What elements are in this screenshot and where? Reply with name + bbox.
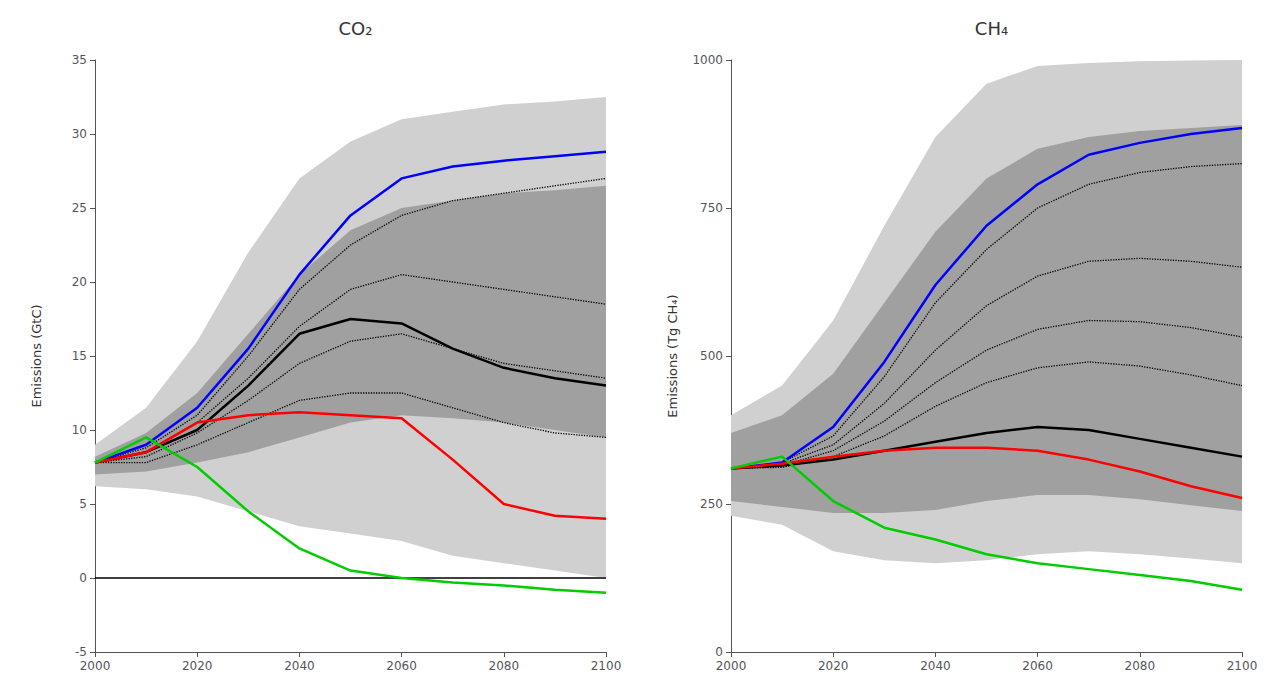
svg-text:500: 500	[700, 349, 723, 363]
svg-text:2080: 2080	[489, 659, 520, 673]
svg-text:2060: 2060	[386, 659, 417, 673]
svg-text:2060: 2060	[1022, 659, 1053, 673]
svg-text:2080: 2080	[1125, 659, 1156, 673]
svg-text:1000: 1000	[692, 53, 723, 67]
svg-text:2040: 2040	[920, 659, 951, 673]
svg-text:20: 20	[72, 275, 87, 289]
svg-text:Emissions (GtC): Emissions (GtC)	[29, 304, 44, 407]
svg-text:250: 250	[700, 497, 723, 511]
svg-text:2040: 2040	[284, 659, 315, 673]
svg-text:2100: 2100	[591, 659, 622, 673]
svg-text:2020: 2020	[818, 659, 849, 673]
svg-text:2100: 2100	[1227, 659, 1258, 673]
svg-text:15: 15	[72, 349, 87, 363]
svg-text:30: 30	[72, 127, 87, 141]
svg-text:CH₄: CH₄	[975, 18, 1008, 39]
svg-text:750: 750	[700, 201, 723, 215]
svg-text:35: 35	[72, 53, 87, 67]
svg-text:0: 0	[79, 571, 87, 585]
svg-text:10: 10	[72, 423, 87, 437]
svg-text:5: 5	[79, 497, 87, 511]
svg-text:Emissions (Tg CH₄): Emissions (Tg CH₄)	[665, 294, 680, 417]
svg-text:2000: 2000	[80, 659, 111, 673]
svg-text:0: 0	[715, 645, 723, 659]
svg-text:2000: 2000	[716, 659, 747, 673]
svg-text:2020: 2020	[182, 659, 213, 673]
svg-text:25: 25	[72, 201, 87, 215]
svg-text:-5: -5	[75, 645, 87, 659]
svg-text:CO₂: CO₂	[339, 18, 373, 39]
